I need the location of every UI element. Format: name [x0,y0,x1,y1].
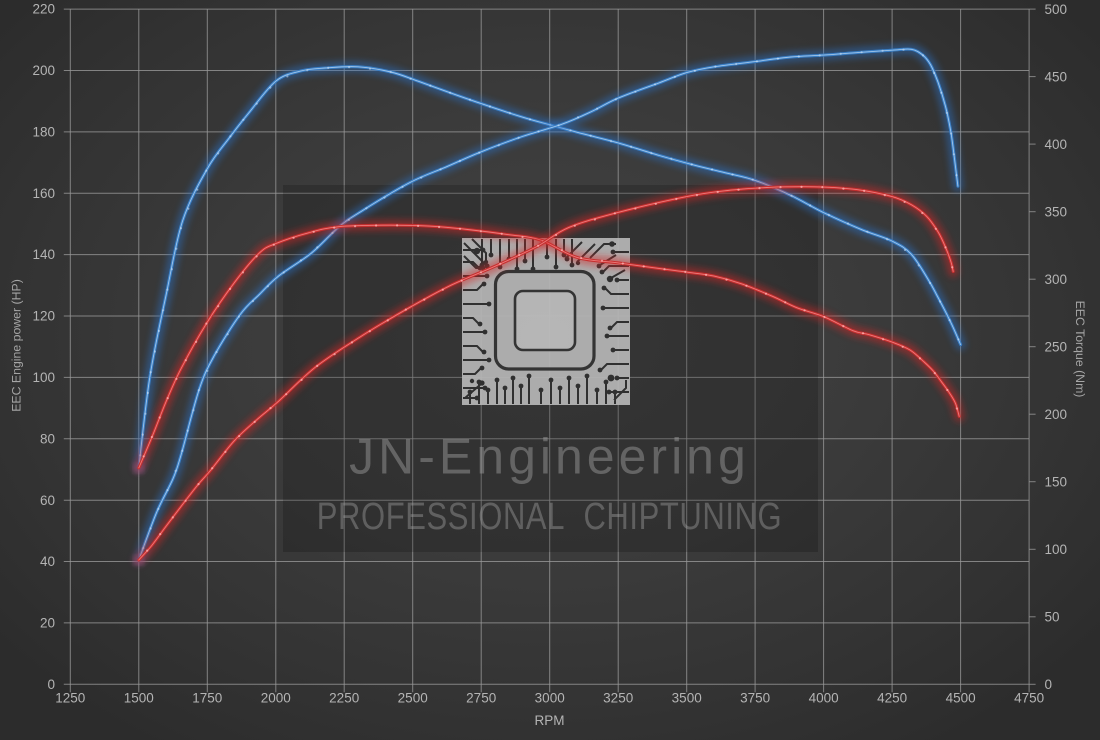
svg-text:120: 120 [32,309,55,324]
svg-text:100: 100 [1045,542,1068,557]
svg-text:RPM: RPM [535,713,565,728]
svg-text:140: 140 [32,247,55,262]
svg-text:3250: 3250 [603,691,633,706]
svg-text:PROFESSIONAL CHIPTUNING: PROFESSIONAL CHIPTUNING [317,495,783,538]
svg-text:450: 450 [1045,69,1068,84]
svg-text:180: 180 [32,125,55,140]
svg-text:0: 0 [47,677,55,692]
svg-text:2000: 2000 [261,691,291,706]
svg-text:150: 150 [1045,474,1068,489]
svg-text:3750: 3750 [740,691,770,706]
svg-text:500: 500 [1045,2,1068,17]
svg-text:4000: 4000 [809,691,839,706]
svg-text:100: 100 [32,370,55,385]
svg-text:1250: 1250 [55,691,85,706]
svg-text:3000: 3000 [535,691,565,706]
svg-text:2500: 2500 [398,691,428,706]
svg-text:250: 250 [1045,339,1068,354]
svg-text:4500: 4500 [946,691,976,706]
svg-text:4750: 4750 [1014,691,1044,706]
svg-text:4250: 4250 [877,691,907,706]
svg-text:40: 40 [40,554,55,569]
svg-text:80: 80 [40,431,55,446]
svg-text:20: 20 [40,616,55,631]
svg-text:350: 350 [1045,204,1068,219]
svg-text:EEC Torque (Nm): EEC Torque (Nm) [1073,301,1087,398]
svg-text:0: 0 [1045,677,1053,692]
svg-text:EEC Engine power (HP): EEC Engine power (HP) [10,279,24,412]
svg-text:200: 200 [1045,407,1068,422]
svg-text:2750: 2750 [466,691,496,706]
svg-text:1500: 1500 [124,691,154,706]
svg-text:3500: 3500 [672,691,702,706]
svg-text:50: 50 [1045,610,1060,625]
svg-text:400: 400 [1045,137,1068,152]
svg-text:200: 200 [32,63,55,78]
svg-text:60: 60 [40,493,55,508]
svg-text:2250: 2250 [329,691,359,706]
svg-text:300: 300 [1045,272,1068,287]
svg-text:220: 220 [32,2,55,17]
svg-text:JN-Engineering: JN-Engineering [349,429,750,485]
svg-text:160: 160 [32,186,55,201]
svg-text:1750: 1750 [192,691,222,706]
